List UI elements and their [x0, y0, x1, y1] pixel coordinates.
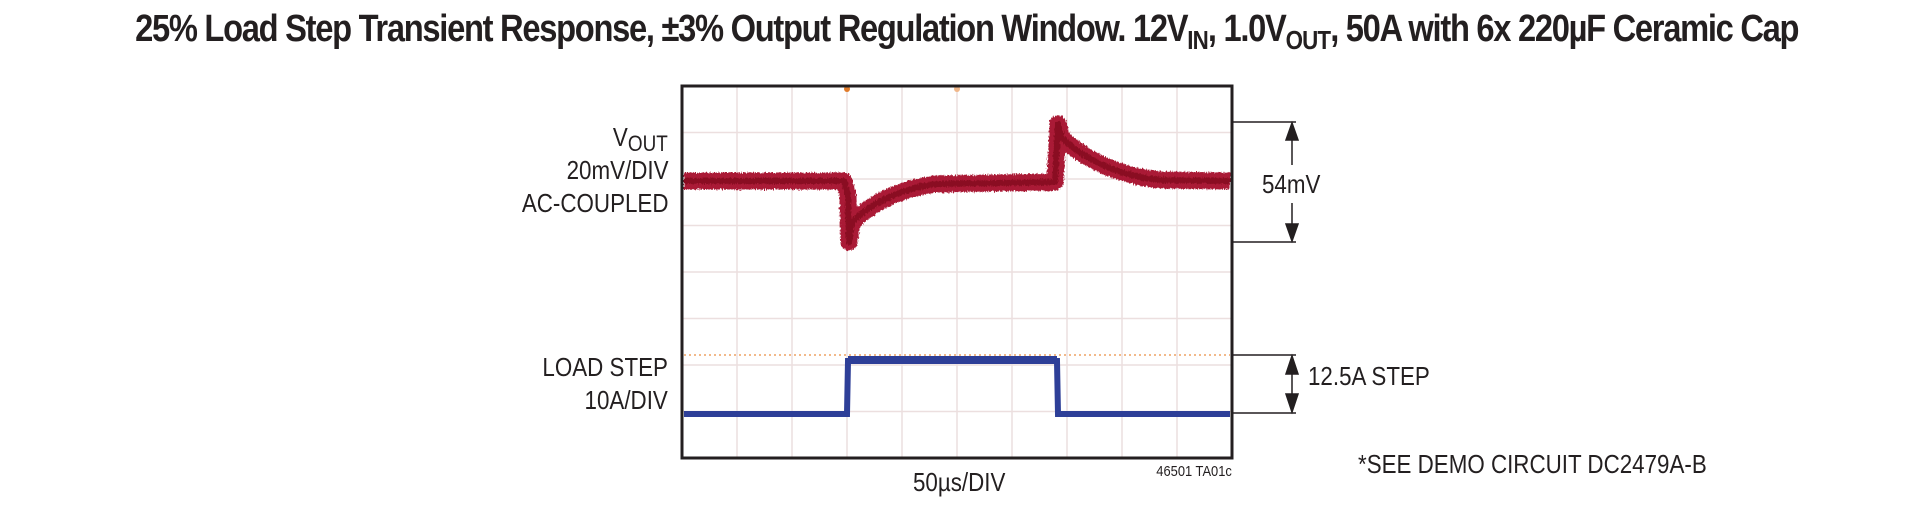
vout-channel-label: VOUT — [613, 122, 668, 156]
vout-coupling-label: AC-COUPLED — [521, 188, 668, 218]
vout-dimension — [1232, 120, 1300, 244]
plot-frame — [680, 84, 1234, 460]
arrow-up-icon — [1284, 120, 1300, 141]
chart-title: 25% Load Step Transient Response, ±3% Ou… — [135, 8, 1799, 55]
vout-deviation-annotation: 54mV — [1262, 169, 1321, 199]
load-dimension — [1232, 353, 1300, 415]
arrow-down-icon — [1284, 223, 1300, 244]
load-channel-label: LOAD STEP — [542, 352, 668, 382]
x-axis-scale-label: 50µs/DIV — [913, 467, 1006, 497]
arrow-up-icon — [1284, 353, 1300, 375]
vout-trace — [684, 115, 1231, 251]
arrow-down-icon — [1284, 393, 1300, 415]
footnote: *SEE DEMO CIRCUIT DC2479A-B — [1358, 449, 1707, 479]
load-scale-label: 10A/DIV — [584, 385, 668, 415]
load-step-annotation: 12.5A STEP — [1308, 361, 1430, 391]
load-step-trace — [684, 356, 1230, 417]
figure-id: 46501 TA01c — [1156, 463, 1232, 480]
vout-scale-label: 20mV/DIV — [566, 155, 668, 185]
